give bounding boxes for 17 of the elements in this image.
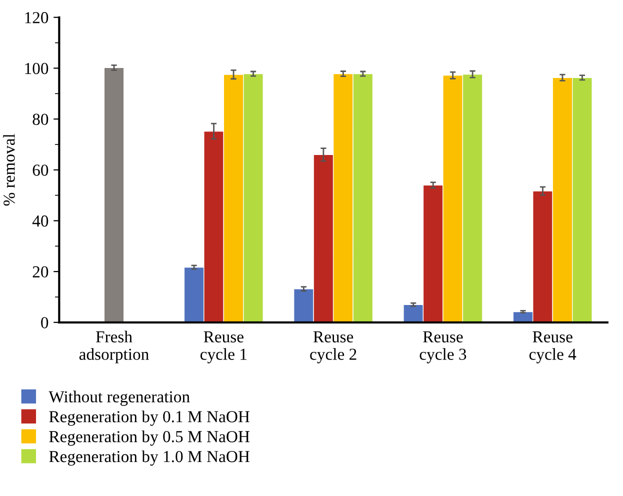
y-tick-label: 20 — [32, 266, 48, 278]
x-tick-label: Reuse cycle 4 — [529, 331, 576, 364]
y-tick-label: 120 — [25, 12, 48, 24]
legend-label: Regeneration by 0.5 M NaOH — [49, 430, 250, 446]
x-tick-label: Reuse cycle 2 — [310, 331, 356, 364]
x-tick-label: Fresh adsorption — [79, 330, 149, 364]
y-tick-label: 0 — [41, 317, 48, 328]
x-tick-label: Reuse cycle 1 — [200, 331, 246, 364]
y-tick-label: 100 — [25, 62, 48, 74]
y-tick-label: 60 — [32, 164, 48, 176]
legend-label: Without regeneration — [48, 390, 190, 406]
y-tick-label: 80 — [32, 114, 48, 125]
y-axis-title: % removal — [3, 134, 15, 206]
legend-label: Regeneration by 0.1 M NaOH — [49, 410, 250, 426]
y-tick-label: 40 — [32, 215, 48, 227]
legend-label: Regeneration by 1.0 M NaOH — [49, 450, 250, 466]
x-tick-label: Reuse cycle 3 — [420, 331, 466, 364]
